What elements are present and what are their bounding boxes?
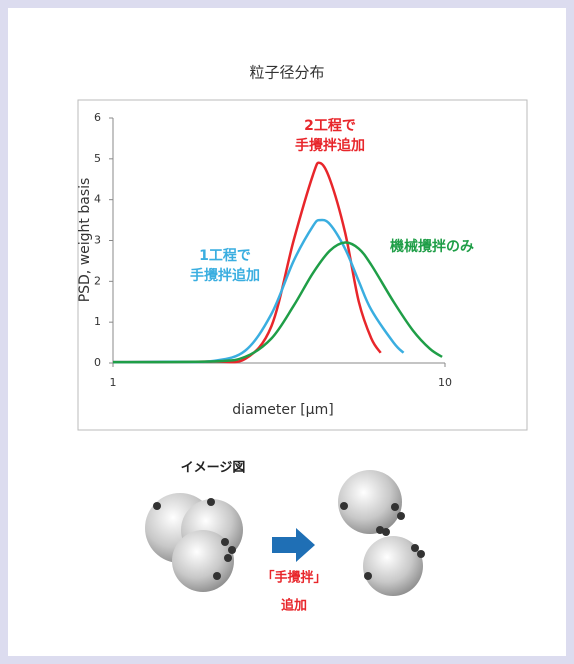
y-tick-label: 2	[94, 274, 101, 287]
series-label: 機械攪拌のみ	[390, 238, 474, 255]
dot	[417, 550, 425, 558]
y-tick-label: 1	[94, 315, 101, 328]
illustration-title: イメージ図	[181, 461, 246, 476]
dot	[207, 498, 215, 506]
series-label: 1工程で	[199, 248, 251, 264]
series-label: 手攪拌追加	[190, 267, 260, 284]
x-axis-label: diameter [μm]	[232, 402, 333, 418]
series-label: 手攪拌追加	[295, 137, 365, 154]
dot	[397, 512, 405, 520]
y-axis-label: PSD, weight basis	[77, 178, 93, 303]
y-tick-label: 4	[94, 193, 101, 206]
x-tick-label: 1	[110, 376, 117, 389]
dot	[221, 538, 229, 546]
series-label: 2工程で	[304, 118, 356, 134]
y-tick-label: 3	[94, 234, 101, 247]
page: 粒子径分布 diameter [μm] PSD, weight basis イメ…	[0, 0, 574, 664]
dot	[340, 502, 348, 510]
dot	[382, 528, 390, 536]
dot	[228, 546, 236, 554]
arrow-label: 「手攪拌」	[261, 570, 326, 586]
y-tick-label: 6	[94, 111, 101, 124]
arrow-label: 追加	[281, 598, 307, 614]
dot	[364, 572, 372, 580]
dot	[213, 572, 221, 580]
y-tick-label: 0	[94, 356, 101, 369]
dot	[391, 503, 399, 511]
chart-title: 粒子径分布	[249, 64, 324, 82]
dot	[153, 502, 161, 510]
particle	[338, 470, 402, 534]
dot	[411, 544, 419, 552]
x-tick-label: 10	[438, 376, 452, 389]
dot	[224, 554, 232, 562]
chart: 粒子径分布 diameter [μm] PSD, weight basis イメ…	[0, 0, 574, 664]
y-tick-label: 5	[94, 152, 101, 165]
